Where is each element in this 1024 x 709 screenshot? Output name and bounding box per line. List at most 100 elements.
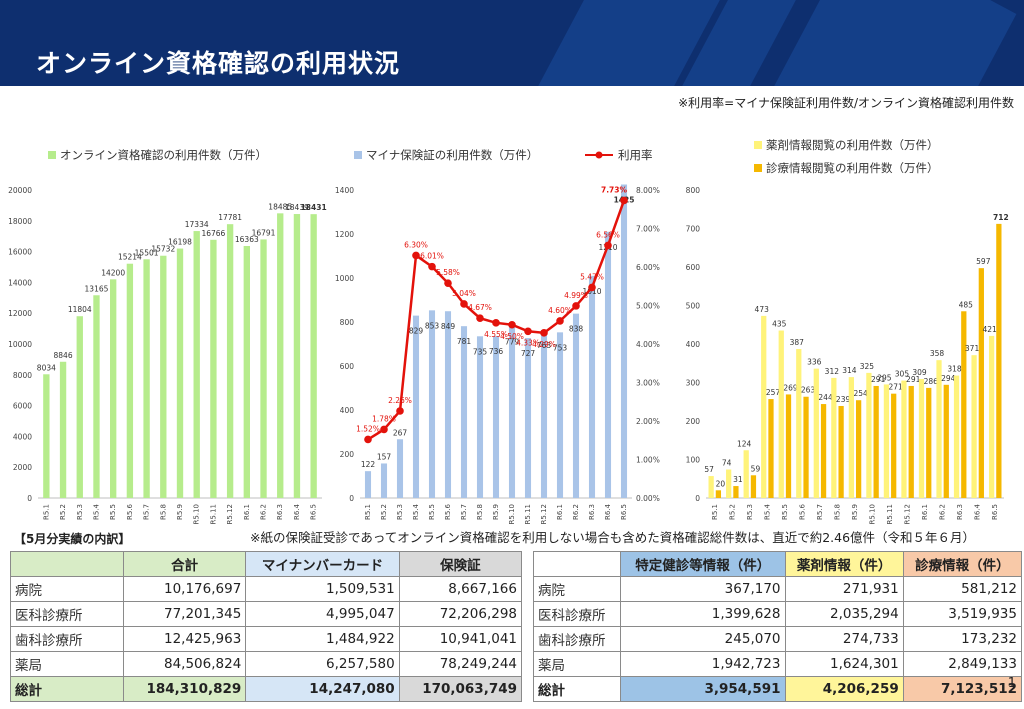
cell-card: 1,509,531 <box>245 576 400 602</box>
table1-header-blank <box>10 551 124 577</box>
y-tick-label: 1400 <box>335 186 354 195</box>
y-tick-label: 600 <box>686 263 701 272</box>
bar-medical-info <box>926 387 932 498</box>
bar-medical-info <box>733 486 739 498</box>
bar-value-label: 124 <box>737 439 752 448</box>
bar-drug-info <box>936 360 942 498</box>
cell-drug: 271,931 <box>784 576 904 602</box>
bar-value-label: 485 <box>959 300 974 309</box>
page-number: 1 <box>1007 676 1016 691</box>
y-tick-label: 12000 <box>8 309 32 318</box>
cell-card: 4,995,047 <box>245 601 400 627</box>
bar-drug-info <box>778 330 784 498</box>
rate-value-label: 6.01% <box>420 252 444 261</box>
bar-online <box>93 295 100 498</box>
y2-tick-label: 5.00% <box>636 302 660 311</box>
rate-value-label: 4.29% <box>532 340 556 349</box>
x-tick-label: R6.4 <box>974 503 982 520</box>
x-tick-label: R5.7 <box>143 504 151 520</box>
cell-card: 6,257,580 <box>245 651 400 677</box>
x-tick-label: R5.3 <box>746 504 754 520</box>
bar-value-label: 312 <box>825 367 840 376</box>
bar-value-label: 8034 <box>37 363 56 372</box>
bar-value-label: 74 <box>722 459 732 468</box>
cell-total: 10,176,697 <box>122 576 247 602</box>
bar-drug-info <box>726 469 732 498</box>
bar-value-label: 849 <box>441 322 456 331</box>
rate-point <box>604 241 612 250</box>
bar-drug-info <box>901 380 907 498</box>
y2-tick-label: 6.00% <box>636 263 660 272</box>
bar-value-label: 239 <box>836 395 851 404</box>
x-tick-label: R5.2 <box>728 504 736 520</box>
bar-medical-info <box>803 396 809 498</box>
rate-value-label: 5.04% <box>452 289 476 298</box>
bar-value-label: 18485 <box>268 202 292 211</box>
total-card: 14,247,080 <box>245 676 400 702</box>
bar-value-label: 1010 <box>582 287 601 296</box>
bar-medical-info <box>961 311 967 498</box>
x-tick-label: R6.3 <box>588 504 596 520</box>
rate-value-label: 5.58% <box>436 268 460 277</box>
bar-drug-info <box>848 377 854 498</box>
cell-total: 12,425,963 <box>122 626 247 652</box>
row-label: 薬局 <box>533 651 621 677</box>
y-tick-label: 600 <box>340 362 355 371</box>
table2-header-drug: 薬剤情報（件） <box>784 551 904 577</box>
x-tick-label: R5.3 <box>76 504 84 520</box>
breakdown-table-insurance: 合計 マイナンバーカード 保険証 病院 10,176,697 1,509,531… <box>10 551 523 702</box>
y2-tick-label: 7.00% <box>636 225 660 234</box>
bar-mynacard <box>620 184 628 498</box>
bar-value-label: 371 <box>965 344 980 353</box>
bar-mynacard <box>556 332 564 498</box>
bar-value-label: 735 <box>473 347 488 356</box>
bar-value-label: 314 <box>842 366 857 375</box>
total-sum: 184,310,829 <box>122 676 247 702</box>
rate-point <box>396 407 404 415</box>
rate-value-label: 6.30% <box>404 240 428 249</box>
legend-label-rate: 利用率 <box>618 148 653 162</box>
rate-point <box>620 196 628 205</box>
bar-online <box>59 361 67 498</box>
y2-tick-label: 3.00% <box>636 379 660 388</box>
cell-insurance: 10,941,041 <box>398 626 523 652</box>
bar-medical-info <box>750 475 757 498</box>
cell-drug: 2,035,294 <box>784 601 904 627</box>
x-tick-label: R6.2 <box>260 504 268 520</box>
bar-mynacard <box>396 439 404 498</box>
bar-mynacard <box>540 330 548 498</box>
bar-medical-info <box>873 385 879 498</box>
y-tick-label: 500 <box>686 302 701 311</box>
table-total-row: 総計 3,954,591 4,206,259 7,123,512 <box>533 676 1023 702</box>
bar-mynacard <box>364 471 372 498</box>
rate-point <box>588 283 596 292</box>
x-tick-label: R6.1 <box>556 504 564 520</box>
legend-label-drug: 薬剤情報閲覧の利用件数（万件） <box>766 138 939 152</box>
y-tick-label: 10000 <box>8 340 32 349</box>
x-tick-label: R6.3 <box>956 504 964 520</box>
x-tick-label: R5.12 <box>226 504 234 524</box>
bar-value-label: 14200 <box>101 268 125 277</box>
bar-online <box>243 246 250 498</box>
row-label: 医科診療所 <box>10 601 124 627</box>
bar-value-label: 122 <box>361 460 376 469</box>
rate-point <box>444 279 452 287</box>
y-tick-label: 700 <box>686 225 701 234</box>
bar-medical-info <box>996 223 1002 498</box>
x-tick-label: R5.10 <box>193 504 201 524</box>
total-insurance: 170,063,749 <box>398 676 523 702</box>
table-row: 歯科診療所 245,070 274,733 173,232 <box>533 626 1023 652</box>
rate-point <box>428 262 436 271</box>
total-drug: 4,206,259 <box>784 676 904 702</box>
bar-medical-info <box>978 268 984 498</box>
table-row: 病院 10,176,697 1,509,531 8,667,166 <box>10 576 523 602</box>
legend-label-online: オンライン資格確認の利用件数（万件） <box>60 148 267 162</box>
cell-drug: 274,733 <box>784 626 904 652</box>
x-tick-label: R5.8 <box>476 504 484 520</box>
y-tick-label: 20000 <box>8 186 32 195</box>
y-tick-label: 0 <box>27 494 32 503</box>
total-medical: 7,123,512 <box>902 676 1023 702</box>
bar-value-label: 57 <box>704 465 714 474</box>
bar-value-label: 16791 <box>252 228 276 237</box>
bar-value-label: 779 <box>505 338 520 347</box>
